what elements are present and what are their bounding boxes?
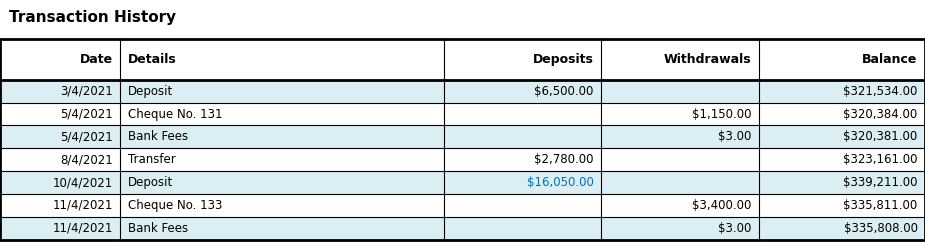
Text: Transfer: Transfer bbox=[128, 153, 176, 166]
Text: Bank Fees: Bank Fees bbox=[128, 130, 188, 144]
Text: Details: Details bbox=[128, 53, 177, 66]
Text: 11/4/2021: 11/4/2021 bbox=[53, 222, 113, 235]
Text: 11/4/2021: 11/4/2021 bbox=[53, 199, 113, 212]
FancyBboxPatch shape bbox=[0, 148, 925, 171]
Text: Deposit: Deposit bbox=[128, 176, 173, 189]
FancyBboxPatch shape bbox=[0, 171, 925, 194]
Text: Withdrawals: Withdrawals bbox=[663, 53, 751, 66]
Text: $6,500.00: $6,500.00 bbox=[535, 85, 594, 98]
FancyBboxPatch shape bbox=[0, 217, 925, 240]
Text: $321,534.00: $321,534.00 bbox=[844, 85, 918, 98]
Text: Deposits: Deposits bbox=[533, 53, 594, 66]
Text: $16,050.00: $16,050.00 bbox=[527, 176, 594, 189]
Text: 10/4/2021: 10/4/2021 bbox=[53, 176, 113, 189]
Text: $3.00: $3.00 bbox=[718, 130, 751, 144]
FancyBboxPatch shape bbox=[0, 126, 925, 148]
Text: $320,381.00: $320,381.00 bbox=[844, 130, 918, 144]
Text: 3/4/2021: 3/4/2021 bbox=[60, 85, 113, 98]
Text: Transaction History: Transaction History bbox=[9, 10, 177, 25]
FancyBboxPatch shape bbox=[0, 80, 925, 103]
Text: $3,400.00: $3,400.00 bbox=[692, 199, 751, 212]
Text: Cheque No. 133: Cheque No. 133 bbox=[128, 199, 222, 212]
Text: Balance: Balance bbox=[862, 53, 918, 66]
Text: 8/4/2021: 8/4/2021 bbox=[60, 153, 113, 166]
FancyBboxPatch shape bbox=[0, 194, 925, 217]
Text: $335,811.00: $335,811.00 bbox=[844, 199, 918, 212]
FancyBboxPatch shape bbox=[0, 103, 925, 126]
Text: 5/4/2021: 5/4/2021 bbox=[60, 108, 113, 121]
Text: $3.00: $3.00 bbox=[718, 222, 751, 235]
Text: $1,150.00: $1,150.00 bbox=[692, 108, 751, 121]
FancyBboxPatch shape bbox=[0, 39, 925, 80]
Text: Cheque No. 131: Cheque No. 131 bbox=[128, 108, 222, 121]
Text: Deposit: Deposit bbox=[128, 85, 173, 98]
Text: $2,780.00: $2,780.00 bbox=[535, 153, 594, 166]
Text: $339,211.00: $339,211.00 bbox=[843, 176, 918, 189]
Text: $323,161.00: $323,161.00 bbox=[843, 153, 918, 166]
Text: Bank Fees: Bank Fees bbox=[128, 222, 188, 235]
Text: $320,384.00: $320,384.00 bbox=[844, 108, 918, 121]
Text: Date: Date bbox=[80, 53, 113, 66]
Text: $335,808.00: $335,808.00 bbox=[844, 222, 918, 235]
Text: 5/4/2021: 5/4/2021 bbox=[60, 130, 113, 144]
